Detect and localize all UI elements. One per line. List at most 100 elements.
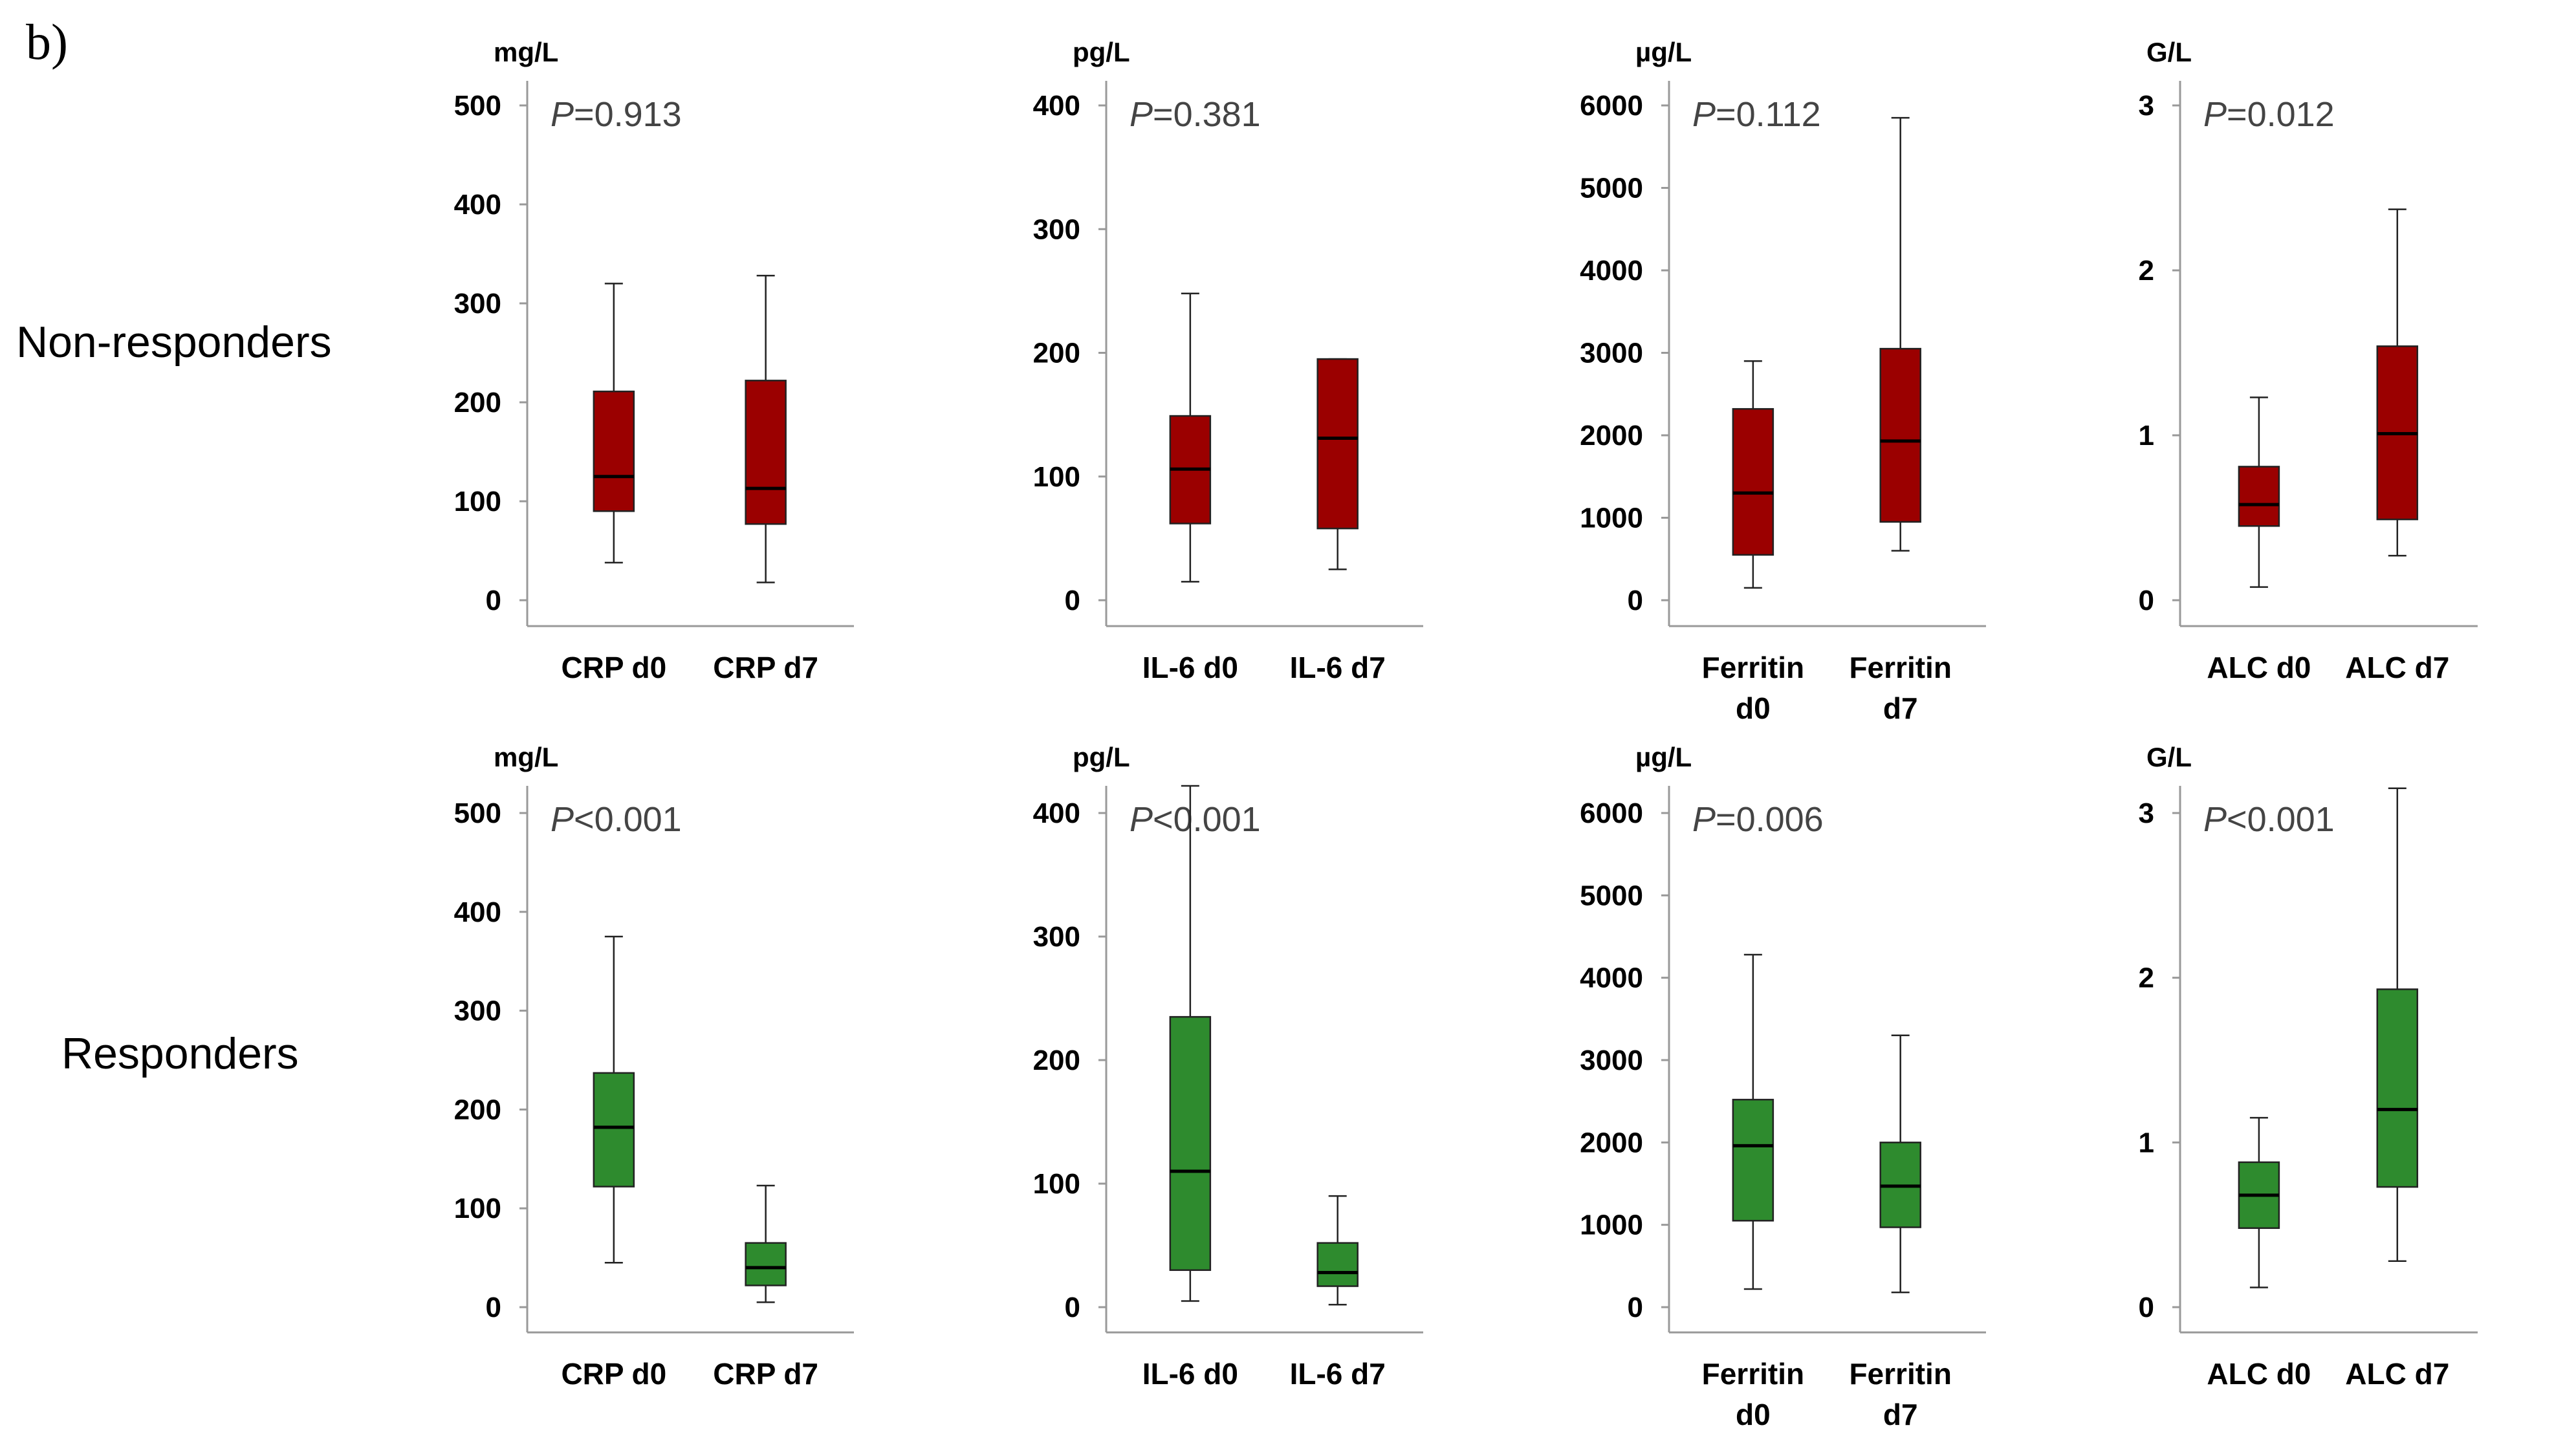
p-value-label: P=0.006 [1692,800,1824,839]
y-tick-label: 400 [454,896,501,928]
y-tick-label: 4000 [1580,255,1643,287]
box-iqr [1879,347,1921,523]
y-tick-label: 300 [1033,921,1080,953]
category-label: Ferritin [1849,1357,1951,1391]
y-tick-label: 100 [1033,461,1080,493]
category-label: d0 [1736,1398,1771,1431]
category-label: Ferritin [1702,1357,1804,1391]
p-value-label: P=0.381 [1130,95,1261,134]
y-tick-label: 3 [2139,797,2154,829]
row-label-non-responders: Non-responders [16,318,332,367]
category-label: IL-6 d0 [1142,1357,1238,1391]
category-label: ALC d0 [2207,651,2311,684]
box-iqr [745,1242,787,1286]
p-value-label: P<0.001 [2203,800,2335,839]
y-tick-label: 300 [1033,213,1080,245]
box-iqr [1732,1098,1774,1222]
box-iqr [593,1072,635,1188]
y-tick-label: 500 [454,90,501,122]
y-tick-label: 1 [2139,420,2154,451]
y-tick-label: 200 [1033,1045,1080,1076]
category-label: ALC d0 [2207,1357,2311,1391]
y-tick-label: 100 [454,486,501,517]
category-label: ALC d7 [2345,651,2449,684]
category-label: CRP d0 [561,651,666,684]
y-tick-label: 0 [2139,585,2154,616]
chart-panel-6: pg/L 0 100 200 300 400 P<0.001 IL-6 d0 IL-6 d7 [1033,742,1423,1391]
unit-label: mg/L [494,37,558,67]
p-value-label: P=0.112 [1692,95,1821,134]
p-value-label: P<0.001 [1130,800,1261,839]
category-label: d7 [1883,1398,1918,1431]
p-value-label: P<0.001 [551,800,682,839]
category-label: Ferritin [1702,651,1804,684]
unit-label: G/L [2146,742,2192,772]
y-tick-label: 400 [1033,797,1080,829]
category-label: CRP d7 [713,651,818,684]
box-iqr [1316,1242,1359,1287]
y-tick-label: 2 [2139,255,2154,287]
y-tick-label: 0 [486,1292,501,1323]
p-value-label: P=0.913 [551,95,682,134]
y-tick-label: 200 [454,1094,501,1125]
box-iqr [1169,1015,1212,1271]
chart-panel-3: µg/L 0 1000 2000 3000 4000 5000 6000 P=0.112 Ferr… [1580,37,1986,725]
category-label: IL-6 d7 [1290,651,1386,684]
y-tick-label: 0 [1628,1292,1643,1323]
y-tick-label: 500 [454,797,501,829]
y-tick-label: 2000 [1580,420,1643,451]
unit-label: G/L [2146,37,2192,67]
unit-label: mg/L [494,742,558,772]
y-tick-label: 0 [1065,585,1080,616]
y-tick-label: 2000 [1580,1127,1643,1158]
y-tick-label: 100 [1033,1168,1080,1200]
y-tick-label: 5000 [1580,173,1643,204]
unit-label: pg/L [1073,742,1130,772]
unit-label: µg/L [1635,742,1692,772]
y-tick-label: 0 [1628,585,1643,616]
y-tick-label: 3000 [1580,1045,1643,1076]
chart-panel-8: G/L 0 1 2 3 P<0.001 ALC d0 ALC d7 [2139,742,2478,1391]
chart-panel-4: G/L 0 1 2 3 P=0.012 ALC d0 ALC d7 [2139,37,2478,684]
box-iqr [745,380,787,525]
panel-label: b) [26,14,68,70]
y-tick-label: 2 [2139,962,2154,994]
y-tick-label: 400 [454,189,501,221]
y-tick-label: 100 [454,1193,501,1224]
y-tick-label: 200 [454,387,501,418]
unit-label: µg/L [1635,37,1692,67]
y-tick-label: 0 [486,585,501,616]
y-tick-label: 6000 [1580,797,1643,829]
y-tick-label: 300 [454,995,501,1027]
category-label: IL-6 d7 [1290,1357,1386,1391]
y-tick-label: 1 [2139,1127,2154,1158]
category-label: ALC d7 [2345,1357,2449,1391]
category-label: CRP d7 [713,1357,818,1391]
category-label: d7 [1883,691,1918,725]
category-label: d0 [1736,691,1771,725]
y-tick-label: 1000 [1580,1210,1643,1241]
y-tick-label: 6000 [1580,90,1643,122]
unit-label: pg/L [1073,37,1130,67]
y-tick-label: 0 [2139,1292,2154,1323]
p-value-label: P=0.012 [2203,95,2335,134]
y-tick-label: 0 [1065,1292,1080,1323]
y-tick-label: 200 [1033,338,1080,369]
y-tick-label: 1000 [1580,503,1643,534]
chart-panel-1: mg/L 0 100 200 300 400 500 P=0.913 CRP d0 CRP d7 [454,37,854,684]
category-label: IL-6 d0 [1142,651,1238,684]
box-iqr [2376,988,2419,1188]
y-tick-label: 3000 [1580,338,1643,369]
box-iqr [593,390,635,512]
category-label: Ferritin [1849,651,1951,684]
y-tick-label: 300 [454,288,501,320]
y-tick-label: 3 [2139,90,2154,122]
category-label: CRP d0 [561,1357,666,1391]
row-label-responders: Responders [61,1029,299,1078]
y-tick-label: 4000 [1580,962,1643,994]
chart-panel-5: mg/L 0 100 200 300 400 500 P<0.001 CRP d0 CRP d7 [454,742,854,1391]
y-tick-label: 5000 [1580,880,1643,911]
y-tick-label: 400 [1033,90,1080,122]
box-iqr [1732,407,1774,556]
